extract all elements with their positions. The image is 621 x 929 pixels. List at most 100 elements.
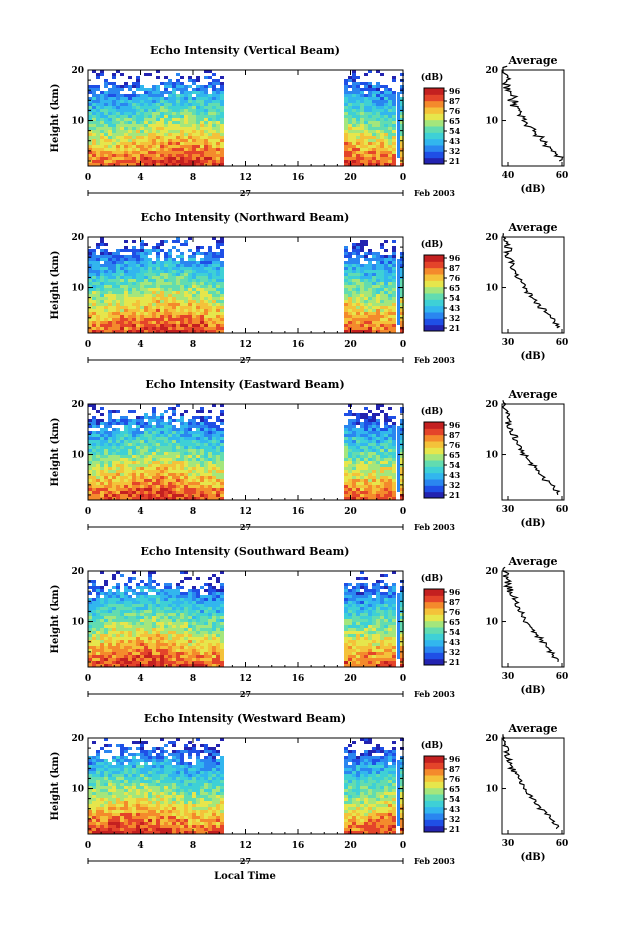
x-tick-label: 20	[344, 173, 357, 183]
panel-title: Echo Intensity (Westward Beam)	[144, 712, 346, 725]
colorbar-unit: (dB)	[421, 573, 443, 584]
x-tick-label: 8	[190, 340, 196, 350]
profile-line	[502, 734, 560, 830]
x-tick-label: 0	[85, 173, 91, 183]
x-tick-label: 12	[239, 507, 252, 517]
x-tick-label: 16	[292, 173, 305, 183]
colorbar-unit: (dB)	[421, 406, 443, 417]
date-label: Feb 2003	[414, 188, 455, 198]
colorbar-tick-label: 43	[449, 136, 461, 146]
x-tick-label: 20	[344, 841, 357, 851]
profile-x-tick-label: 60	[556, 171, 569, 181]
colorbar-tick-label: 65	[449, 283, 460, 293]
y-tick-label: 10	[71, 785, 84, 795]
colorbar-tick-label: 87	[449, 96, 460, 106]
y-tick-label: 10	[71, 618, 84, 628]
colorbar-tick-label: 54	[449, 460, 461, 470]
colorbar-tick-label: 96	[449, 587, 461, 597]
profile-y-tick-label: 10	[485, 618, 498, 628]
edge-strip	[397, 426, 400, 492]
colorbar	[423, 421, 447, 499]
profile-frame	[501, 236, 565, 334]
profile-x-tick-label: 30	[502, 338, 515, 348]
panel-5	[87, 734, 565, 864]
x-tick-label: 4	[137, 674, 143, 684]
average-profile	[501, 233, 565, 334]
edge-strip	[397, 259, 400, 325]
profile-y-tick-label: 10	[485, 451, 498, 461]
profile-line	[502, 233, 561, 329]
colorbar-tick-label: 43	[449, 303, 461, 313]
colorbar-tick-label: 96	[449, 86, 461, 96]
colorbar-tick-label: 21	[449, 156, 460, 166]
heatmap-cells	[88, 70, 404, 166]
panel-title: Echo Intensity (Vertical Beam)	[150, 44, 340, 57]
x-tick-label: 16	[292, 507, 305, 517]
panel-title: Echo Intensity (Eastward Beam)	[145, 378, 344, 391]
colorbar-tick-label: 43	[449, 470, 461, 480]
colorbar-unit: (dB)	[421, 740, 443, 751]
profile-frame	[501, 570, 565, 668]
colorbar-tick-label: 76	[449, 440, 461, 450]
colorbar-frame	[423, 755, 445, 833]
y-axis-label: Height (km)	[50, 752, 61, 821]
profile-title: Average	[507, 722, 557, 735]
colorbar-tick-label: 54	[449, 627, 461, 637]
panel-title: Echo Intensity (Northward Beam)	[141, 211, 350, 224]
profile-xlabel: (dB)	[521, 518, 546, 529]
average-profile	[501, 65, 565, 167]
colorbar-tick-label: 76	[449, 607, 461, 617]
panel-3	[87, 400, 565, 530]
profile-frame	[501, 737, 565, 835]
heatmap-cells	[88, 404, 404, 500]
date-label: Feb 2003	[414, 355, 455, 365]
colorbar-tick-label: 65	[449, 116, 460, 126]
colorbar-unit: (dB)	[421, 72, 443, 83]
x-tick-label: 12	[239, 674, 252, 684]
colorbar-tick-label: 32	[449, 814, 460, 824]
profile-x-tick-label: 60	[556, 672, 569, 682]
x-tick-label: 8	[190, 841, 196, 851]
day-label: 27	[240, 188, 251, 198]
profile-line	[502, 400, 561, 496]
y-tick-label: 20	[71, 233, 84, 243]
colorbar-tick-label: 65	[449, 784, 460, 794]
x-tick-label: 8	[190, 507, 196, 517]
x-tick-label: 0	[400, 841, 406, 851]
profile-title: Average	[507, 221, 557, 234]
y-tick-label: 10	[71, 284, 84, 294]
colorbar-tick-label: 76	[449, 273, 461, 283]
colorbar-frame	[423, 254, 445, 332]
x-tick-label: 0	[400, 507, 406, 517]
profile-xlabel: (dB)	[521, 852, 546, 863]
colorbar-tick-label: 32	[449, 146, 460, 156]
colorbar-tick-label: 54	[449, 293, 461, 303]
colorbar-tick-label: 54	[449, 794, 461, 804]
profile-y-tick-label: 20	[485, 567, 498, 577]
profile-title: Average	[507, 388, 557, 401]
x-tick-label: 8	[190, 173, 196, 183]
profile-y-tick-label: 10	[485, 785, 498, 795]
day-label: 27	[240, 355, 251, 365]
x-tick-label: 0	[85, 841, 91, 851]
date-label: Feb 2003	[414, 689, 455, 699]
x-tick-label: 12	[239, 173, 252, 183]
heatmap-cells	[88, 738, 404, 834]
colorbar-frame	[423, 588, 445, 666]
x-axis-label: Local Time	[214, 871, 276, 882]
x-tick-label: 4	[137, 173, 143, 183]
colorbar-tick-label: 76	[449, 774, 461, 784]
colorbar-tick-label: 32	[449, 647, 460, 657]
profile-title: Average	[507, 555, 557, 568]
average-profile	[501, 400, 565, 501]
y-tick-label: 10	[71, 451, 84, 461]
y-tick-label: 20	[71, 734, 84, 744]
colorbar-tick-label: 21	[449, 657, 460, 667]
profile-y-tick-label: 10	[485, 284, 498, 294]
x-tick-label: 16	[292, 340, 305, 350]
colorbar-tick-label: 96	[449, 253, 461, 263]
colorbar-tick-label: 87	[449, 597, 460, 607]
y-tick-label: 20	[71, 567, 84, 577]
panel-title: Echo Intensity (Southward Beam)	[141, 545, 350, 558]
colorbar-tick-label: 87	[449, 263, 460, 273]
